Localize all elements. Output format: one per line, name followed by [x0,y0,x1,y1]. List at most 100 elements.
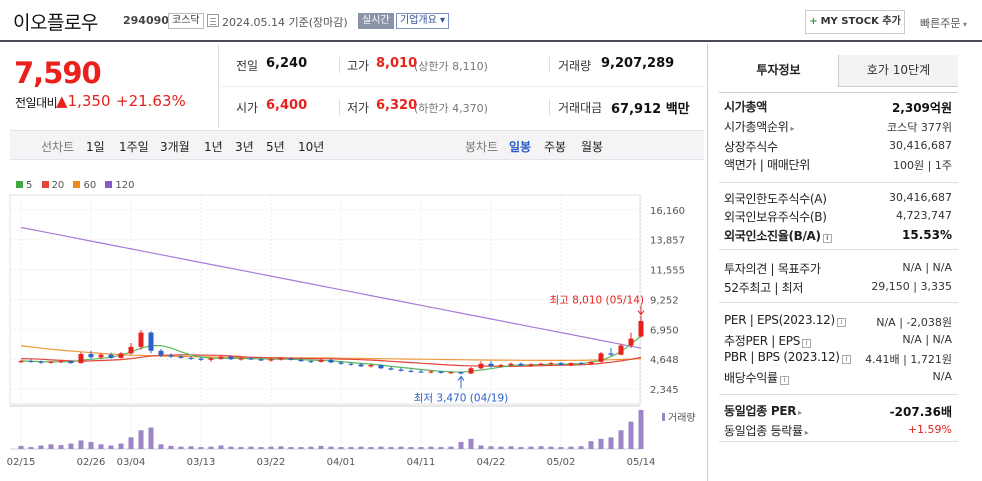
info-label[interactable]: 시가총액순위 ▸ [724,120,795,134]
volume-bar [378,446,384,449]
candle [638,321,644,337]
info-value: 2,309억원 [891,101,952,115]
divider [339,99,340,115]
volume-bar [598,438,604,449]
info-value: +1.59% [907,423,952,436]
info-value: 4.41배 | 1,721원 [865,353,952,366]
tab-3y[interactable]: 3년 [235,140,254,154]
add-mystock-label: MY STOCK 추가 [820,16,901,27]
candle [358,364,364,367]
volume-bar [458,441,464,449]
candle [308,361,314,363]
candle [328,359,334,363]
market-tag: 코스닥 [168,13,204,29]
candle [48,361,54,363]
info-label[interactable]: 동일업종 PER ▸ [724,404,802,418]
candle [318,359,324,362]
info-icon[interactable]: i [836,318,846,327]
info-icon[interactable]: i [841,355,851,364]
upper-limit: (상한가 8,110) [414,60,488,73]
legend-swatch [16,181,23,188]
info-icon[interactable]: i [802,339,812,348]
volume-bar [238,447,244,449]
candle [618,345,624,355]
tab-5y[interactable]: 5년 [266,140,285,154]
info-icon[interactable]: i [779,376,789,385]
candle [578,363,584,365]
tab-weekly[interactable]: 주봉 [544,140,567,154]
divider [719,249,958,250]
volume-bar [408,447,414,449]
info-label[interactable]: 동일업종 등락률 ▸ [724,424,809,438]
volume-bar [388,447,394,449]
candle [148,332,154,351]
candle [378,365,384,369]
ma-line-120 [20,226,642,349]
volume-bar [488,446,494,449]
candle [478,363,484,369]
volume-bar [38,445,44,449]
candle [268,359,274,361]
candle [608,353,614,355]
tab-1w[interactable]: 1주일 [119,140,149,154]
volume-bar [478,445,484,449]
chevron-right-icon: ▸ [804,428,809,437]
low-label: 저가 [347,101,370,115]
candle [138,332,144,347]
info-value: N/A | N/A [902,261,952,274]
candle [218,356,224,359]
tab-1d[interactable]: 1일 [86,140,105,154]
candle [178,356,184,358]
company-overview-label: 기업개요 [400,15,437,26]
candle [458,372,464,374]
volume-bar [418,447,424,449]
candle [278,358,284,360]
volume-bar [538,446,544,449]
add-mystock-button[interactable]: + MY STOCK 추가 [805,10,905,34]
high-value: 8,010 [376,56,418,71]
tab-1y[interactable]: 1년 [204,140,223,154]
info-value: 29,150 | 3,335 [871,280,952,293]
tab-order-book[interactable]: 호가 10단계 [839,55,958,87]
x-tick-label: 05/14 [627,457,656,468]
y-tick-label: 13,857 [650,236,685,247]
candle [528,364,534,366]
candle [208,358,214,360]
x-tick-label: 02/26 [77,457,106,468]
candle [128,346,134,354]
volume-bar [428,446,434,449]
company-overview-dropdown[interactable]: 기업개요 ▾ [396,13,450,29]
info-icon[interactable]: i [822,234,832,243]
info-label: 외국인한도주식수(A) [724,192,827,206]
candle [558,363,564,366]
tab-daily[interactable]: 일봉 [509,140,532,154]
volume-bar [18,445,24,449]
divider [719,182,958,183]
candle [258,359,264,361]
tab-monthly[interactable]: 월봉 [581,140,604,154]
volume-bar [638,410,644,449]
candle [98,354,104,358]
quick-order-menu[interactable]: 빠른주문 ▾ [920,15,967,31]
divider [719,441,958,442]
candle [418,371,424,373]
volume-bar [128,437,134,449]
candle [488,363,494,367]
candle [78,354,84,364]
tab-10y[interactable]: 10년 [298,140,325,154]
volume-bar [608,437,614,449]
volume-bar [28,447,34,449]
chevron-down-icon: ▾ [960,20,968,29]
realtime-button[interactable]: 실시간 [358,13,394,29]
info-label: 상장주식수 [724,140,778,154]
candle [288,358,294,360]
volume-bar [618,430,624,449]
candle [228,356,234,360]
tab-invest-info[interactable]: 투자정보 [719,55,839,87]
tab-3m[interactable]: 3개월 [160,140,190,154]
candle [428,371,434,373]
info-label: 외국인보유주식수(B) [724,210,827,224]
y-tick-label: 16,160 [650,206,685,217]
stock-chart[interactable]: 16,160 13,857 11,555 9,252 6,950 4,648 2,345 최고… [0,175,705,481]
volume-bar [468,438,474,449]
